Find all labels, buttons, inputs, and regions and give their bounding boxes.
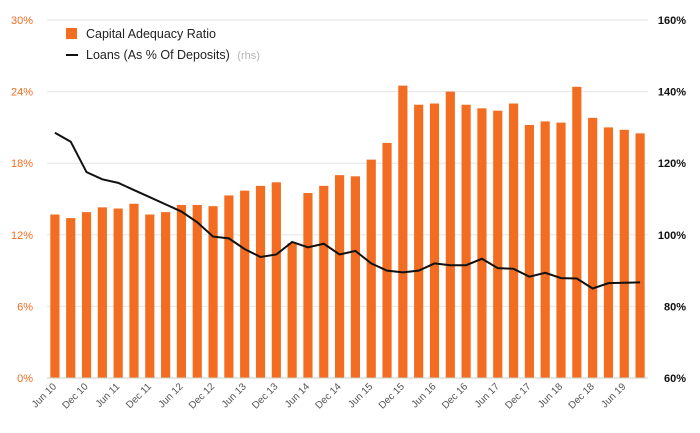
bar — [176, 204, 187, 378]
x-tick-label: Jun 12 — [157, 381, 186, 410]
bar — [50, 214, 60, 378]
bar — [477, 108, 487, 378]
right-tick-label: 160% — [658, 15, 686, 27]
bar — [398, 85, 408, 378]
bar — [603, 127, 614, 379]
bar-series-capital-adequacy — [50, 85, 645, 379]
left-tick-label: 0% — [17, 373, 33, 385]
bar — [493, 110, 503, 378]
legend-label-line: Loans (As % Of Deposits) (rhs) — [86, 48, 260, 62]
bar — [271, 182, 281, 378]
bar — [192, 204, 202, 378]
line-series-loans — [54, 131, 641, 290]
right-tick-label: 60% — [664, 373, 686, 385]
bar — [129, 203, 139, 378]
left-tick-label: 18% — [11, 158, 33, 170]
x-tick-label: Dec 11 — [124, 381, 154, 411]
bar — [366, 159, 376, 378]
x-tick-label: Jun 15 — [346, 381, 375, 410]
x-tick-label: Jun 14 — [283, 381, 312, 410]
x-tick-label: Dec 15 — [377, 381, 407, 411]
x-tick-label: Dec 17 — [503, 381, 533, 411]
x-tick-label: Dec 13 — [250, 381, 280, 411]
right-tick-label: 140% — [658, 87, 686, 99]
x-tick-label: Jun 13 — [220, 381, 249, 410]
bar — [508, 103, 519, 378]
bar — [429, 103, 440, 378]
right-tick-label: 100% — [658, 230, 686, 242]
bar — [461, 104, 471, 378]
bar — [572, 86, 582, 378]
right-axis-ticks: 60% 80% 100% 120% 140% 160% — [658, 15, 686, 385]
bar — [350, 176, 360, 378]
bar — [97, 207, 107, 378]
bar — [319, 185, 329, 378]
left-tick-label: 12% — [11, 230, 33, 242]
x-tick-label: Jun 17 — [473, 381, 502, 410]
legend-label-bar: Capital Adequacy Ratio — [86, 27, 216, 41]
bar — [540, 121, 550, 379]
right-tick-label: 120% — [658, 158, 686, 170]
x-tick-label: Jun 10 — [30, 381, 59, 410]
legend-swatch-bar — [66, 28, 77, 39]
left-axis-ticks: 0% 6% 12% 18% 24% 30% — [11, 15, 33, 385]
legend-label-line-name: Loans (As % Of Deposits) — [86, 48, 230, 62]
bar — [287, 243, 297, 378]
bar — [303, 193, 313, 378]
x-tick-label: Jun 16 — [410, 381, 439, 410]
x-tick-label: Jun 11 — [94, 381, 123, 410]
x-tick-label: Dec 14 — [314, 381, 344, 411]
x-tick-label: Dec 10 — [60, 381, 90, 411]
bar — [145, 214, 155, 378]
x-tick-label: Dec 16 — [440, 381, 470, 411]
x-axis-ticks: Jun 10 Dec 10 Jun 11 Dec 11 Jun 12 Dec 12 Jun … — [30, 381, 629, 411]
left-tick-label: 24% — [11, 87, 33, 99]
bar — [619, 129, 629, 378]
bar — [66, 218, 76, 378]
bar — [208, 206, 218, 378]
bar — [635, 133, 645, 378]
right-tick-label: 80% — [664, 301, 686, 313]
bar — [588, 117, 598, 378]
bar — [224, 195, 234, 378]
legend: Capital Adequacy Ratio Loans (As % Of De… — [66, 27, 260, 62]
left-tick-label: 30% — [11, 15, 33, 27]
left-tick-label: 6% — [17, 301, 33, 313]
legend-label-line-suffix: (rhs) — [237, 50, 260, 62]
bar — [161, 212, 171, 378]
x-tick-label: Dec 18 — [567, 381, 597, 411]
x-tick-label: Jun 19 — [599, 381, 628, 410]
bar — [81, 212, 92, 378]
bar — [524, 125, 534, 378]
bar — [556, 122, 566, 378]
bar — [113, 208, 123, 378]
bar — [445, 91, 455, 378]
bar — [240, 190, 250, 378]
bar — [382, 142, 392, 378]
x-tick-label: Dec 12 — [187, 381, 217, 411]
bar — [335, 175, 345, 378]
bar — [414, 104, 424, 378]
bar — [255, 185, 266, 378]
x-tick-label: Jun 18 — [536, 381, 565, 410]
